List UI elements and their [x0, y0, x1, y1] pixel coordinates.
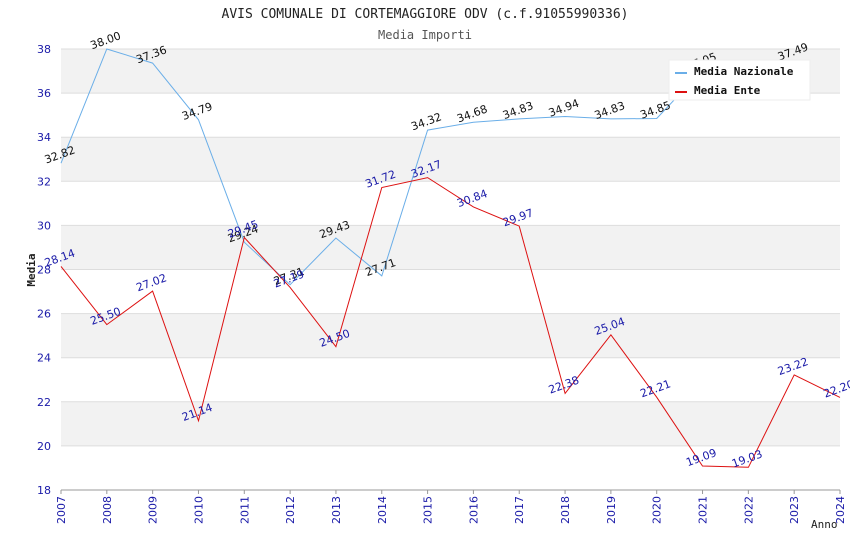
x-tick-label: 2009 [147, 496, 160, 524]
plot-band [61, 181, 840, 226]
x-tick-label: 2024 [834, 496, 847, 524]
chart-title: AVIS COMUNALE DI CORTEMAGGIORE ODV (c.f.… [222, 7, 629, 22]
y-tick-label: 32 [37, 175, 51, 188]
y-tick-label: 28 [37, 264, 51, 277]
y-tick-label: 24 [37, 352, 51, 365]
x-tick-label: 2014 [376, 496, 389, 524]
plot-bands [61, 49, 840, 490]
y-axis-label: Media [25, 253, 38, 286]
x-tick-label: 2015 [422, 496, 435, 524]
y-tick-label: 34 [37, 131, 51, 144]
y-axis-ticks: 18 20 22 24 26 28 30 32 34 36 38 [37, 43, 51, 497]
x-tick-label: 2016 [467, 496, 480, 524]
x-tick-label: 2011 [238, 496, 251, 524]
y-tick-label: 36 [37, 87, 51, 100]
y-tick-label: 30 [37, 219, 51, 232]
x-axis-label: Anno [811, 518, 838, 531]
x-tick-label: 2012 [284, 496, 297, 524]
x-tick-label: 2023 [788, 496, 801, 524]
series-line-media-ente [60, 177, 841, 468]
plot-band [61, 137, 840, 182]
legend-label-media-nazionale: Media Nazionale [694, 65, 794, 78]
x-tick-label: 2017 [513, 496, 526, 524]
x-tick-label: 2019 [605, 496, 618, 524]
x-tick-label: 2010 [192, 496, 205, 524]
plot-band [61, 225, 840, 270]
x-tick-label: 2022 [742, 496, 755, 524]
x-tick-label: 2020 [651, 496, 664, 524]
x-tick-label: 2008 [101, 496, 114, 524]
x-tick-label: 2018 [559, 496, 572, 524]
legend-box [668, 59, 811, 101]
y-tick-label: 38 [37, 43, 51, 56]
series-lines [60, 48, 841, 468]
x-axis-ticks: 2007 2008 2009 2010 2011 2012 2013 2014 2015 2016… [55, 490, 847, 524]
y-tick-label: 18 [37, 484, 51, 497]
plot-band [61, 401, 840, 446]
plot-band [61, 313, 840, 358]
plot-band [61, 445, 840, 490]
x-tick-label: 2013 [330, 496, 343, 524]
x-tick-label: 2021 [697, 496, 710, 524]
chart-subtitle: Media Importi [378, 28, 472, 42]
plot-band [61, 357, 840, 402]
y-tick-label: 26 [37, 308, 51, 321]
legend-label-media-ente: Media Ente [694, 84, 761, 97]
legend: Media Nazionale Media Ente [668, 59, 811, 101]
x-tick-label: 2007 [55, 496, 68, 524]
plot-band [61, 269, 840, 314]
y-tick-label: 22 [37, 396, 51, 409]
series-line-media-nazionale [60, 48, 795, 286]
y-tick-label: 20 [37, 440, 51, 453]
